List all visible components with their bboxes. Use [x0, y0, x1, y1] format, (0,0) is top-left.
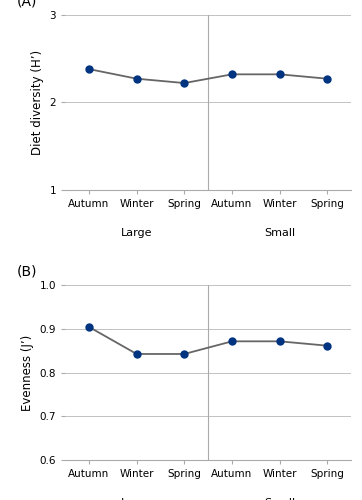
Text: (A): (A) — [17, 0, 37, 8]
Text: Large: Large — [121, 498, 152, 500]
Y-axis label: Evenness (J’): Evenness (J’) — [21, 334, 34, 411]
Text: (B): (B) — [17, 264, 37, 278]
Text: Large: Large — [121, 228, 152, 238]
Y-axis label: Diet diversity (H’): Diet diversity (H’) — [31, 50, 44, 155]
Text: Small: Small — [264, 228, 295, 238]
Text: Small: Small — [264, 498, 295, 500]
